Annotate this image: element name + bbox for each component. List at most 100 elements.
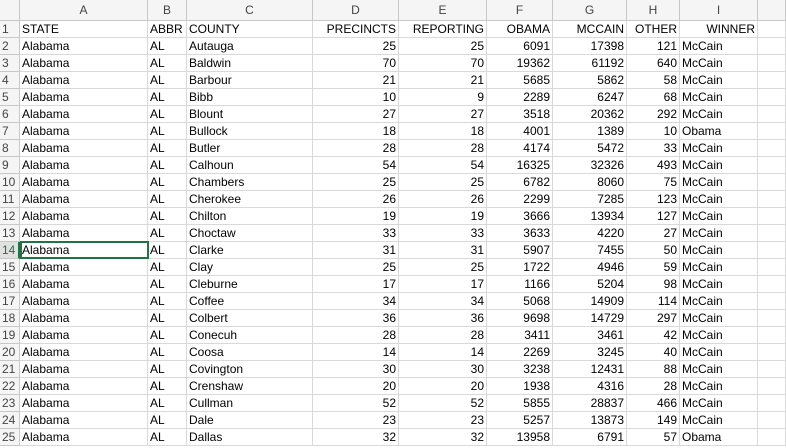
cell[interactable]: 14729 [553,310,627,327]
cell[interactable]: 3245 [553,344,627,361]
cell[interactable]: 30 [313,361,399,378]
cell[interactable]: 12431 [553,361,627,378]
cell[interactable]: Alabama [20,72,148,89]
row-header[interactable]: 13 [0,225,20,242]
cell[interactable]: Alabama [20,157,148,174]
cell[interactable]: 34 [313,293,399,310]
row-header[interactable]: 1 [0,21,20,38]
cell[interactable]: 32326 [553,157,627,174]
cell[interactable]: Colbert [187,310,313,327]
cell[interactable]: 13934 [553,208,627,225]
cell[interactable]: 27 [627,225,680,242]
cell[interactable]: 7285 [553,191,627,208]
cell[interactable]: 75 [627,174,680,191]
cell[interactable]: Blount [187,106,313,123]
cell[interactable]: AL [148,157,187,174]
row-header[interactable]: 18 [0,310,20,327]
row-header[interactable]: 21 [0,361,20,378]
cell[interactable]: 149 [627,412,680,429]
cell[interactable]: 5068 [487,293,553,310]
cell[interactable] [758,276,786,293]
cell[interactable]: McCain [680,157,758,174]
select-all-corner[interactable] [0,0,20,21]
cell[interactable] [758,412,786,429]
cell[interactable]: Barbour [187,72,313,89]
cell[interactable]: 1938 [487,378,553,395]
cell[interactable]: 36 [399,310,487,327]
cell[interactable] [758,21,786,38]
cell[interactable]: 50 [627,242,680,259]
cell[interactable]: Cleburne [187,276,313,293]
cell[interactable]: 5855 [487,395,553,412]
column-header[interactable]: C [187,0,313,21]
cell[interactable]: AL [148,378,187,395]
cell[interactable]: 4220 [553,225,627,242]
cell[interactable]: McCain [680,327,758,344]
cell[interactable]: 2289 [487,89,553,106]
cell[interactable]: Alabama [20,38,148,55]
cell[interactable]: 5907 [487,242,553,259]
cell[interactable]: 88 [627,361,680,378]
cell[interactable]: McCain [680,191,758,208]
cell[interactable] [758,106,786,123]
cell[interactable]: 27 [313,106,399,123]
cell[interactable]: 34 [399,293,487,310]
cell[interactable]: 3238 [487,361,553,378]
cell[interactable]: Alabama [20,191,148,208]
cell[interactable]: McCain [680,344,758,361]
cell[interactable] [758,327,786,344]
cell[interactable]: 19 [313,208,399,225]
cell[interactable]: 9 [399,89,487,106]
cell[interactable]: 28 [399,140,487,157]
cell[interactable] [758,344,786,361]
cell[interactable]: AL [148,259,187,276]
cell[interactable] [758,174,786,191]
cell[interactable]: McCain [680,242,758,259]
cell[interactable]: Alabama [20,293,148,310]
cell[interactable]: 3411 [487,327,553,344]
column-header[interactable]: F [487,0,553,21]
cell[interactable]: 57 [627,429,680,446]
cell[interactable]: 1722 [487,259,553,276]
cell[interactable]: AL [148,106,187,123]
cell[interactable]: 121 [627,38,680,55]
cell[interactable]: 25 [313,174,399,191]
cell[interactable]: AL [148,174,187,191]
cell[interactable]: 17398 [553,38,627,55]
cell[interactable] [758,157,786,174]
cell[interactable]: 19 [399,208,487,225]
cell[interactable]: Alabama [20,55,148,72]
cell[interactable]: 13958 [487,429,553,446]
cell[interactable]: COUNTY [187,21,313,38]
cell[interactable] [758,123,786,140]
cell[interactable]: 28 [313,140,399,157]
cell[interactable]: Alabama [20,429,148,446]
column-header[interactable]: B [148,0,187,21]
cell[interactable]: 14 [399,344,487,361]
cell[interactable]: AL [148,140,187,157]
cell[interactable]: AL [148,123,187,140]
cell[interactable]: 8060 [553,174,627,191]
cell[interactable]: 4001 [487,123,553,140]
cell[interactable]: Alabama [20,174,148,191]
row-header[interactable]: 3 [0,55,20,72]
cell[interactable]: Crenshaw [187,378,313,395]
cell[interactable]: McCain [680,361,758,378]
cell[interactable]: 5204 [553,276,627,293]
cell[interactable]: AL [148,293,187,310]
cell[interactable]: Alabama [20,344,148,361]
cell[interactable]: 19362 [487,55,553,72]
cell[interactable]: STATE [20,21,148,38]
cell[interactable]: 25 [313,259,399,276]
cell[interactable]: 98 [627,276,680,293]
cell[interactable]: 33 [627,140,680,157]
cell[interactable]: McCain [680,259,758,276]
cell[interactable]: 28 [627,378,680,395]
cell[interactable]: AL [148,412,187,429]
cell[interactable]: 17 [399,276,487,293]
cell[interactable]: WINNER [680,21,758,38]
cell[interactable]: AL [148,72,187,89]
cell[interactable]: 31 [399,242,487,259]
row-header[interactable]: 10 [0,174,20,191]
cell[interactable]: 28837 [553,395,627,412]
